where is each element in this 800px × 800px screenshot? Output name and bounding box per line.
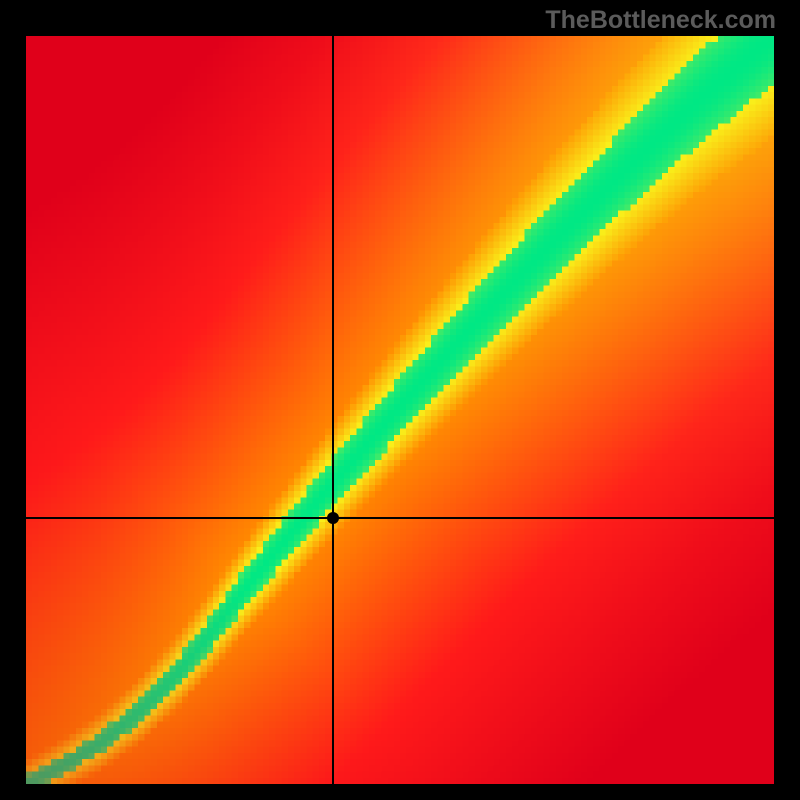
bottleneck-heatmap: [26, 36, 774, 784]
watermark-text: TheBottleneck.com: [545, 6, 776, 35]
crosshair-horizontal: [26, 517, 774, 519]
crosshair-vertical: [332, 36, 334, 784]
chart-container: TheBottleneck.com: [0, 0, 800, 800]
